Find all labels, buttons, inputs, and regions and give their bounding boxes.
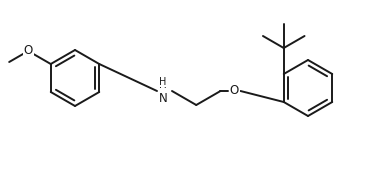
Text: H: H [159, 77, 167, 87]
Text: O: O [24, 45, 33, 58]
Text: N: N [159, 92, 167, 105]
Text: H
N: H N [159, 80, 167, 102]
Text: O: O [230, 84, 239, 98]
